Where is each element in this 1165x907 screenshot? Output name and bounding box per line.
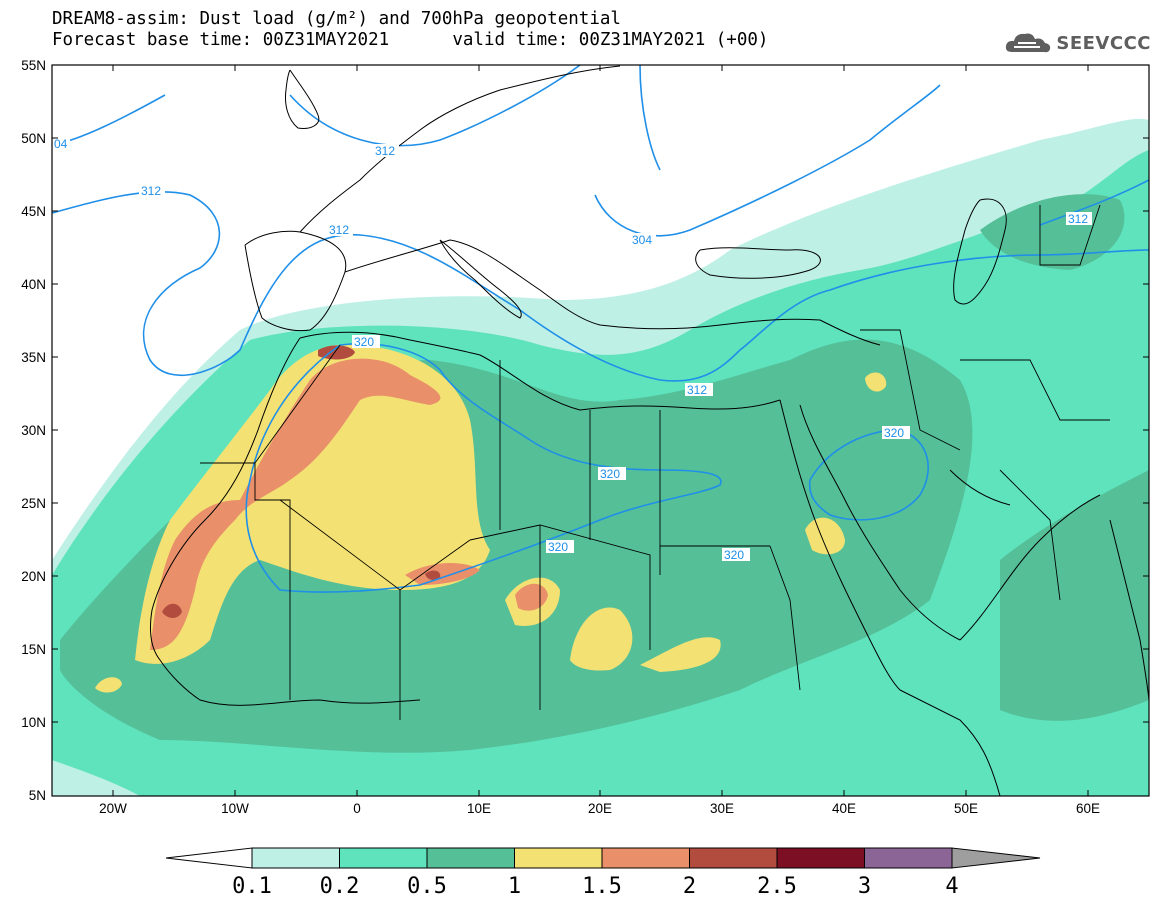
colorbar-min-arrow	[165, 847, 253, 869]
contour-label: 320	[884, 426, 904, 440]
coast-iberia	[244, 230, 347, 332]
contour-312-caspian	[1039, 179, 1149, 226]
colorbar-segment	[689, 847, 778, 869]
contour-label: 312	[329, 223, 349, 237]
colorbar-label: 0.2	[320, 874, 360, 899]
contour-labels: 04 312 312 312 304 312 320 320 320 320 3…	[52, 137, 1092, 562]
dust-fill-1	[865, 372, 887, 392]
lon-label: 10W	[221, 801, 249, 816]
colorbar-segment	[864, 847, 953, 869]
coast-italy	[439, 239, 522, 319]
map-area	[52, 65, 1149, 796]
geopotential-contours	[52, 65, 1149, 593]
colorbar-segment	[776, 847, 865, 869]
tick-marks	[52, 64, 1149, 796]
lon-label: 40E	[832, 801, 856, 816]
contour-label: 320	[600, 467, 620, 481]
lat-label: 45N	[21, 204, 46, 219]
colorbar-label: 3	[858, 874, 871, 899]
colorbar-label: 1	[508, 874, 521, 899]
dust-fill-2	[162, 603, 182, 618]
coastlines	[149, 65, 1149, 796]
contour-312-atlantic	[52, 190, 1149, 382]
colorbar-label: 2	[683, 874, 696, 899]
longitude-labels: 20W 10W 0 10E 20E 30E 40E 50E 60E	[99, 801, 1100, 816]
contour-304-europe	[594, 84, 941, 237]
contour-label: 304	[632, 233, 652, 247]
colorbar: 0.1 0.2 0.5 1 1.5 2 2.5 3 4	[165, 847, 1041, 899]
latitude-labels: 55N 50N 45N 40N 35N 30N 25N 20N 15N 10N …	[21, 58, 46, 803]
colorbar-segment	[339, 847, 428, 869]
coast-north-africa	[299, 331, 781, 411]
lon-label: 10E	[467, 801, 491, 816]
colorbar-segment	[426, 847, 515, 869]
cloud-icon	[1006, 33, 1051, 53]
seevccc-logo: SEEVCCC	[1004, 30, 1151, 56]
dust-fill-1	[640, 637, 721, 672]
dust-fill-1.5	[405, 563, 480, 585]
contour-label: 320	[548, 540, 568, 554]
lat-label: 25N	[21, 496, 46, 511]
country-borders	[200, 204, 1110, 720]
contour-label: 04	[54, 137, 68, 151]
contour-320-sahara	[245, 342, 722, 593]
coast-britain	[285, 69, 320, 129]
lat-label: 15N	[21, 642, 46, 657]
contour-312-east	[639, 65, 661, 171]
contour-label: 312	[1068, 212, 1088, 226]
colorbar-segment	[514, 847, 603, 869]
lat-label: 55N	[21, 58, 46, 73]
dust-fill-1.5	[150, 358, 441, 650]
colorbar-segment	[601, 847, 690, 869]
contour-312-north	[289, 65, 581, 147]
map-title: DREAM8-assim: Dust load (g/m²) and 700hP…	[52, 9, 621, 29]
lat-label: 5N	[29, 788, 46, 803]
lat-label: 10N	[21, 715, 46, 730]
lon-label: 20E	[588, 801, 612, 816]
contour-label: 312	[375, 144, 395, 158]
forecast-time-line: Forecast base time: 00Z31MAY2021 valid t…	[52, 30, 769, 50]
lat-label: 50N	[21, 131, 46, 146]
contour-label: 312	[687, 383, 707, 397]
coast-west-africa	[149, 337, 421, 706]
dust-fill-1	[570, 607, 633, 671]
lat-label: 30N	[21, 423, 46, 438]
colorbar-label: 0.1	[232, 874, 272, 899]
lat-label: 35N	[21, 350, 46, 365]
dust-fill-0.5	[1000, 470, 1149, 721]
colorbar-max-arrow	[951, 847, 1041, 869]
coast-somalia	[899, 689, 1001, 796]
contour-320-arabia	[808, 429, 929, 521]
dust-fill-1	[95, 677, 122, 693]
contour-label: 320	[724, 548, 744, 562]
dust-fill-1	[805, 517, 845, 555]
coast-india	[1109, 519, 1149, 701]
coast-black-sea	[695, 247, 821, 279]
coast-caspian	[953, 198, 1007, 305]
colorbar-label: 4	[945, 874, 958, 899]
dust-fill-2	[318, 345, 355, 360]
colorbar-label: 0.5	[407, 874, 447, 899]
lat-label: 40N	[21, 277, 46, 292]
lon-label: 60E	[1076, 801, 1100, 816]
dust-fill-1	[135, 344, 490, 664]
colorbar-segment	[251, 847, 340, 869]
dust-fill-2	[425, 570, 441, 581]
coast-mediterranean-north	[344, 239, 881, 346]
lon-label: 0	[353, 801, 361, 816]
colorbar-label: 2.5	[757, 874, 797, 899]
coast-europe	[299, 65, 621, 233]
coast-red-sea	[779, 399, 961, 691]
lat-label: 20N	[21, 569, 46, 584]
lon-label: 50E	[954, 801, 978, 816]
logo-text: SEEVCCC	[1056, 32, 1151, 54]
contour-label: 312	[141, 184, 161, 198]
colorbar-label: 1.5	[582, 874, 622, 899]
coast-arabia	[949, 469, 1101, 641]
lon-label: 20W	[99, 801, 127, 816]
lon-label: 30E	[710, 801, 734, 816]
contour-label: 320	[354, 335, 374, 349]
